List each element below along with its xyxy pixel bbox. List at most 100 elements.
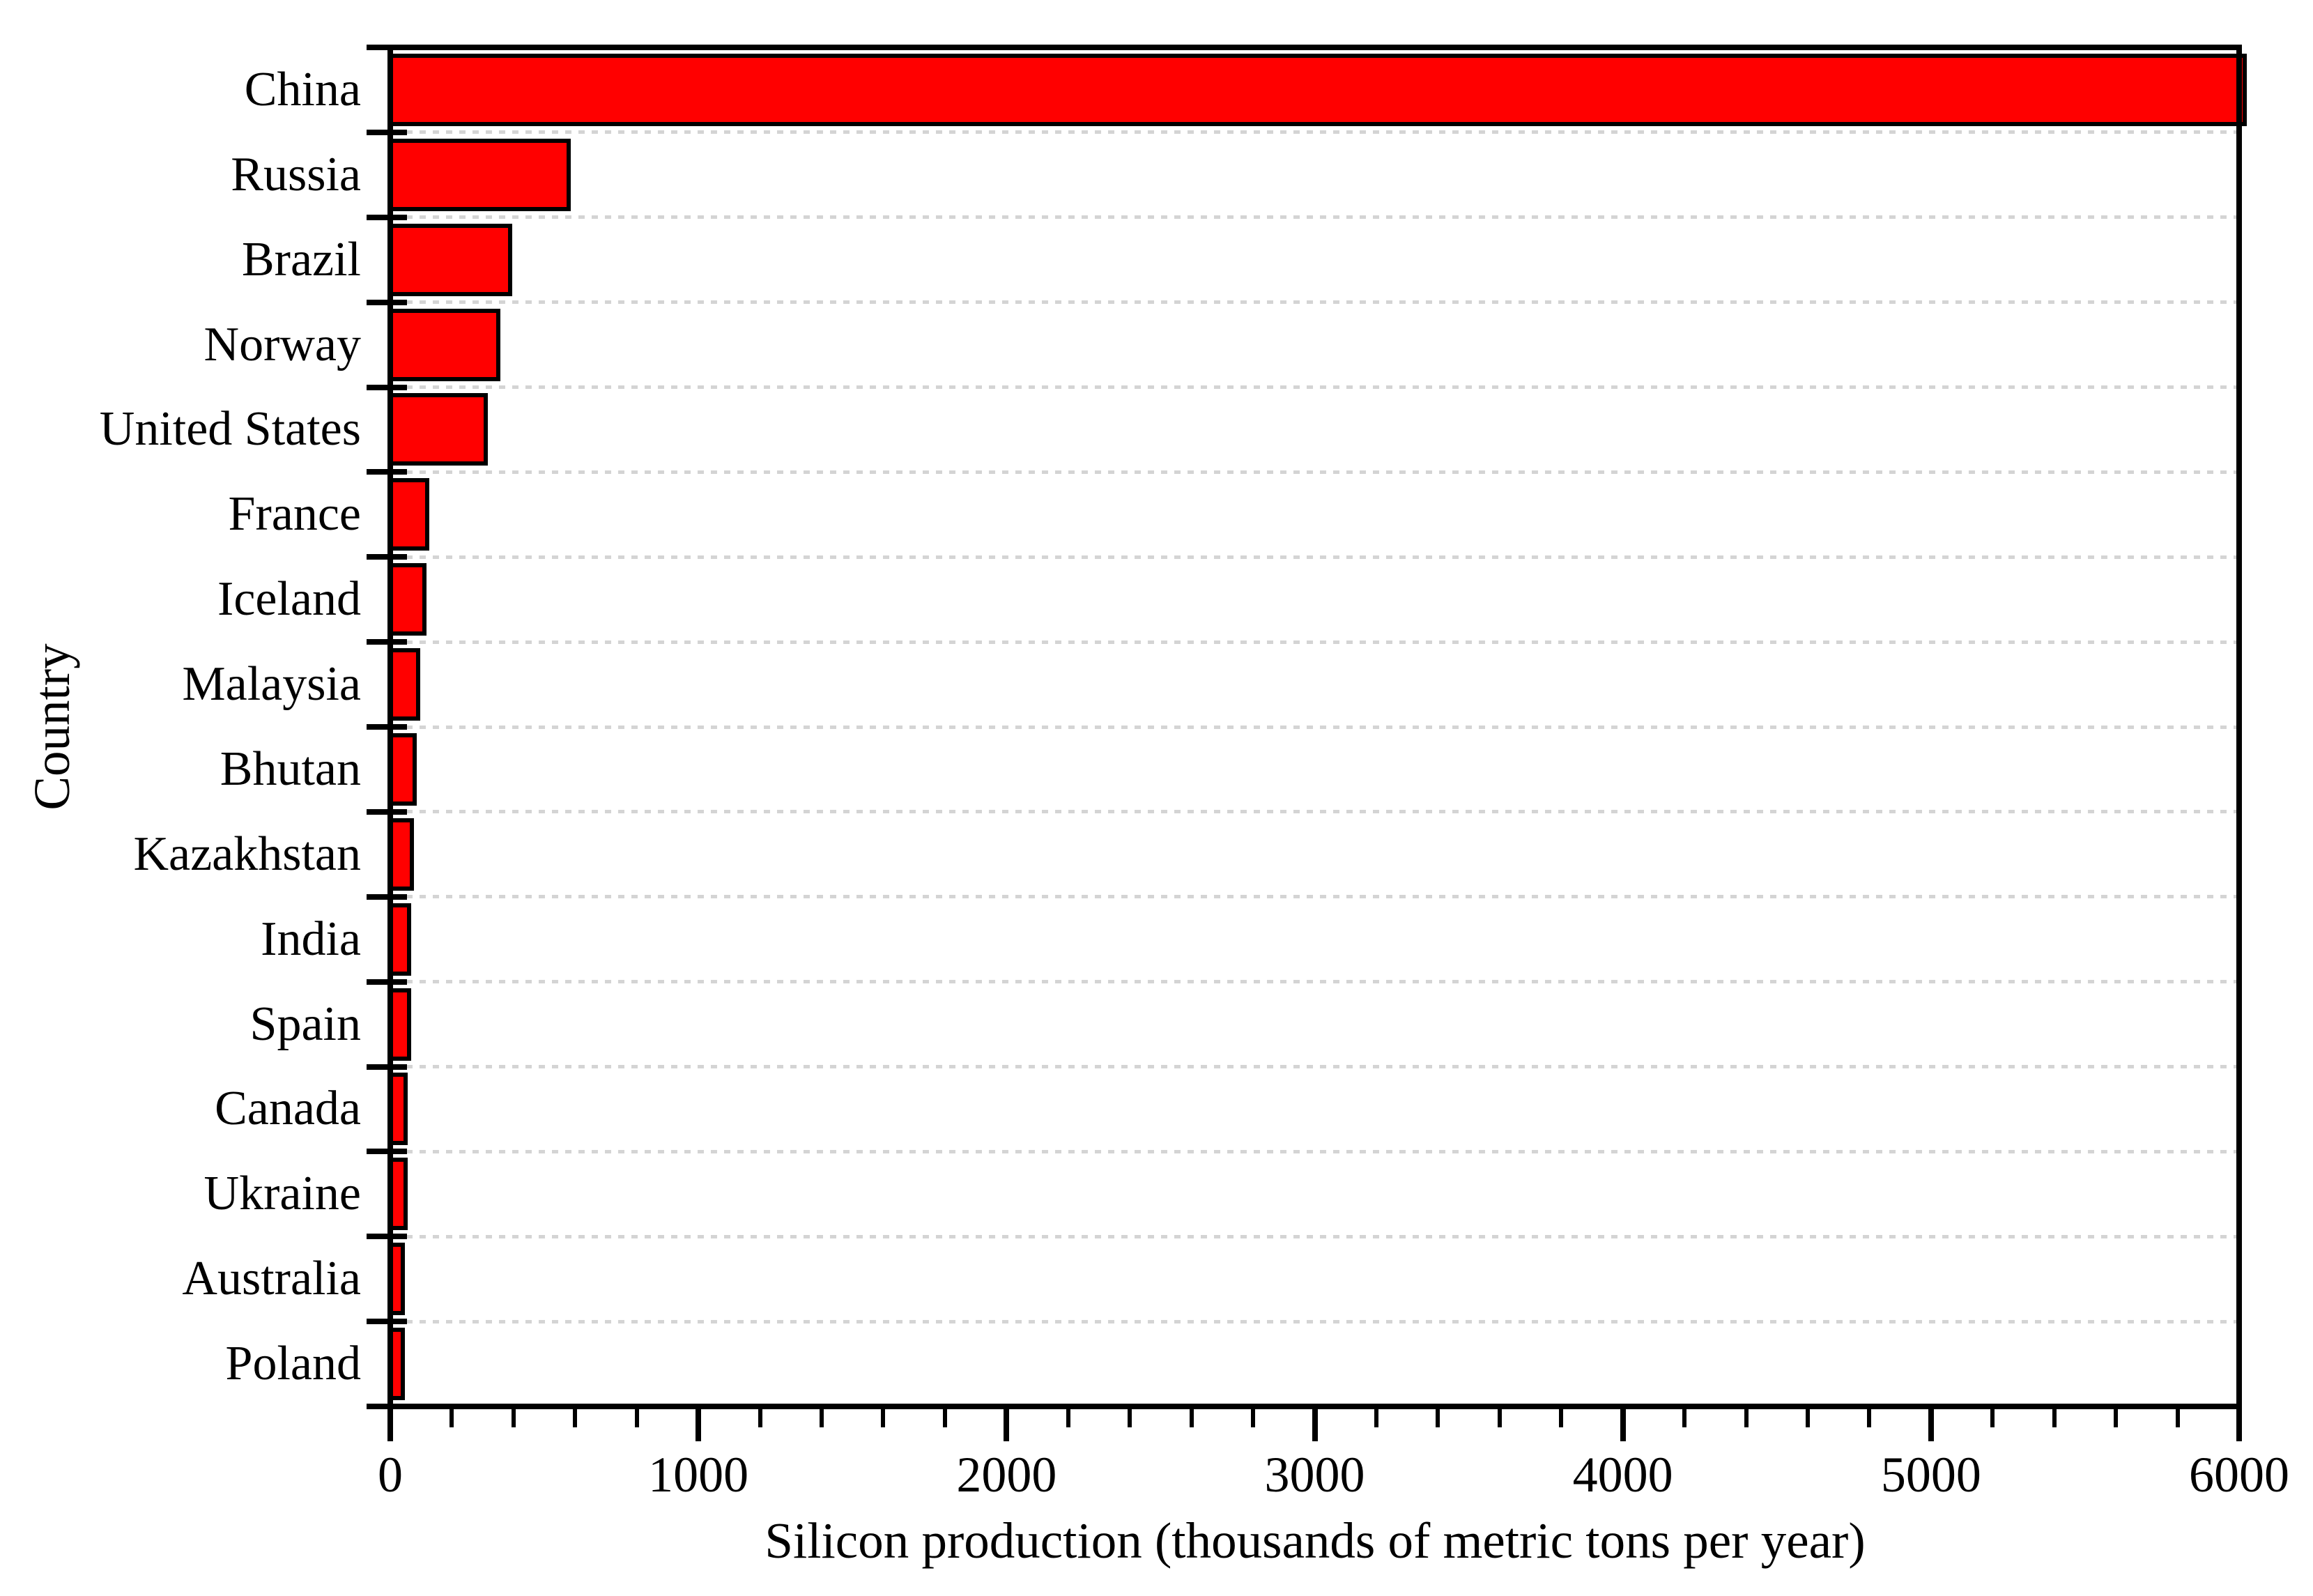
x-axis-minor-tick: [1066, 1409, 1070, 1427]
x-axis-major-tick: [696, 1409, 702, 1441]
gridline: [393, 1234, 2236, 1238]
x-axis-minor-tick: [449, 1409, 454, 1427]
x-axis-minor-tick: [758, 1409, 762, 1427]
x-axis-major-tick: [387, 1409, 393, 1441]
bar-kazakhstan: [388, 818, 414, 891]
y-category-label: Poland: [225, 1337, 361, 1391]
y-category-label: Russia: [231, 147, 361, 201]
x-axis-minor-tick: [1990, 1409, 1995, 1427]
x-tick-label: 0: [378, 1447, 403, 1503]
y-category-label: Bhutan: [220, 742, 361, 796]
gridline: [393, 215, 2236, 220]
x-axis-minor-tick: [1559, 1409, 1564, 1427]
gridline: [393, 470, 2236, 474]
gridline: [393, 1319, 2236, 1323]
bar-france: [388, 478, 430, 551]
bar-russia: [388, 138, 571, 211]
x-axis-minor-tick: [1867, 1409, 1872, 1427]
x-axis-minor-tick: [1436, 1409, 1440, 1427]
gridline: [393, 300, 2236, 305]
y-category-label: Australia: [182, 1252, 361, 1306]
y-axis-tick: [367, 384, 407, 390]
x-axis-minor-tick: [1189, 1409, 1194, 1427]
y-axis-tick: [367, 1319, 407, 1325]
y-category-label: China: [244, 62, 361, 116]
x-axis-minor-tick: [2175, 1409, 2180, 1427]
x-tick-label: 5000: [1880, 1447, 1981, 1503]
x-tick-label: 2000: [956, 1447, 1057, 1503]
bar-china: [388, 53, 2247, 126]
y-axis-tick: [367, 469, 407, 475]
y-axis-tick: [367, 1064, 407, 1070]
bar-australia: [388, 1243, 405, 1316]
x-tick-label: 4000: [1572, 1447, 1673, 1503]
y-axis-tick: [367, 129, 407, 135]
y-axis-tick: [367, 299, 407, 305]
gridline: [393, 895, 2236, 899]
x-axis-title: Silicon production (thousands of metric …: [764, 1512, 1866, 1569]
y-axis-tick: [367, 554, 407, 560]
x-axis-minor-tick: [1497, 1409, 1502, 1427]
y-axis-tick: [367, 1234, 407, 1240]
x-axis-minor-tick: [2052, 1409, 2057, 1427]
y-axis-tick: [367, 1404, 407, 1409]
y-category-label: India: [261, 912, 361, 966]
x-axis-major-tick: [1620, 1409, 1626, 1441]
bar-spain: [388, 988, 411, 1061]
x-axis-major-tick: [1928, 1409, 1934, 1441]
y-category-label: France: [228, 487, 361, 542]
x-axis-minor-tick: [942, 1409, 947, 1427]
gridline: [393, 640, 2236, 644]
x-axis-minor-tick: [1374, 1409, 1378, 1427]
x-tick-label: 1000: [648, 1447, 749, 1503]
bar-ukraine: [388, 1158, 408, 1231]
gridline: [393, 1065, 2236, 1068]
x-axis-minor-tick: [1805, 1409, 1810, 1427]
y-axis-tick: [367, 639, 407, 645]
gridline: [393, 130, 2236, 135]
bar-poland: [388, 1328, 405, 1401]
gridline: [393, 385, 2236, 389]
y-axis-tick: [367, 808, 407, 815]
gridline: [393, 555, 2236, 559]
bar-bhutan: [388, 732, 417, 806]
x-axis-minor-tick: [1744, 1409, 1749, 1427]
bar-malaysia: [388, 648, 420, 721]
x-axis-major-tick: [2236, 1409, 2242, 1441]
x-axis-minor-tick: [1251, 1409, 1256, 1427]
x-tick-label: 3000: [1264, 1447, 1365, 1503]
y-category-label: Norway: [203, 317, 361, 371]
x-axis-major-tick: [1004, 1409, 1010, 1441]
x-axis-minor-tick: [2114, 1409, 2119, 1427]
gridline: [393, 1149, 2236, 1153]
y-axis-tick: [367, 1149, 407, 1155]
gridline: [393, 810, 2236, 814]
y-axis-tick: [367, 724, 407, 730]
y-category-label: Brazil: [241, 232, 361, 286]
y-category-label: United States: [99, 402, 361, 456]
y-category-label: Canada: [215, 1082, 361, 1136]
x-axis-major-tick: [1312, 1409, 1318, 1441]
bar-iceland: [388, 563, 427, 636]
x-axis-minor-tick: [511, 1409, 516, 1427]
y-category-label: Ukraine: [203, 1167, 361, 1221]
y-axis-tick: [367, 214, 407, 220]
x-axis-minor-tick: [573, 1409, 578, 1427]
y-axis-tick: [367, 979, 407, 985]
y-axis-tick: [367, 45, 407, 50]
x-axis-minor-tick: [634, 1409, 639, 1427]
y-axis-title: Country: [24, 643, 80, 811]
bar-india: [388, 903, 411, 976]
x-axis-minor-tick: [820, 1409, 824, 1427]
y-category-label: Kazakhstan: [133, 827, 361, 881]
bar-norway: [388, 308, 500, 381]
x-axis-minor-tick: [1682, 1409, 1687, 1427]
y-category-label: Malaysia: [182, 657, 361, 712]
y-category-label: Spain: [249, 997, 361, 1051]
x-axis-minor-tick: [1128, 1409, 1132, 1427]
gridline: [393, 725, 2236, 729]
y-category-label: Iceland: [217, 572, 361, 627]
x-axis-minor-tick: [881, 1409, 886, 1427]
